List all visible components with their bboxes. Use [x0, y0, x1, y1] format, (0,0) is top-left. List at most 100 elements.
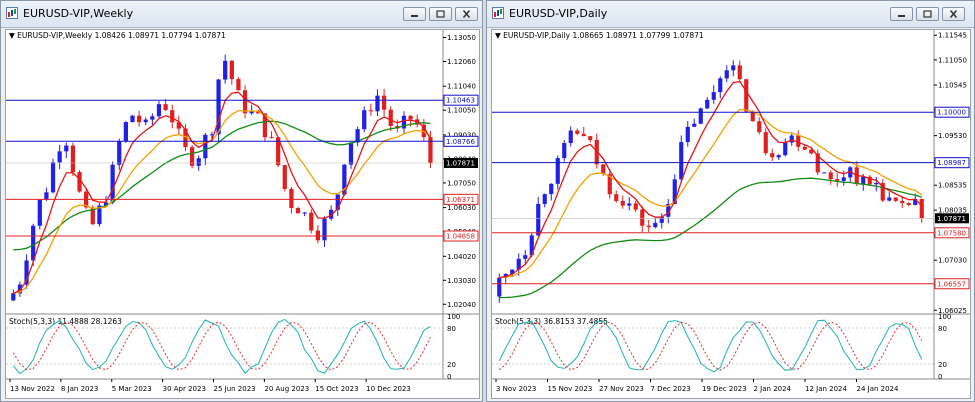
candle-body	[143, 119, 148, 123]
close-button[interactable]	[455, 7, 478, 21]
level-tag	[934, 106, 970, 118]
candle-body	[744, 79, 749, 112]
price-tick-label: 1.09030	[447, 131, 476, 139]
candle-body	[679, 142, 684, 180]
ma-slow-line	[499, 177, 922, 299]
candle-body	[861, 176, 866, 185]
price-tick-label: 1.09530	[938, 132, 967, 140]
candle-body	[242, 90, 248, 114]
price-tick-label: 1.10050	[447, 107, 476, 115]
candle-body	[236, 79, 241, 91]
date-tick-label: 25 Jun 2023	[214, 385, 256, 393]
date-tick-label: 8 Jan 2023	[61, 385, 99, 393]
price-tick-label: 1.08535	[938, 182, 967, 190]
candle-body	[581, 133, 586, 137]
candle-body	[57, 151, 62, 163]
candle-body	[37, 199, 42, 226]
candle-body	[575, 130, 580, 134]
candle-body	[355, 129, 360, 143]
level-label: 1.07580	[937, 229, 966, 237]
minimize-button[interactable]	[403, 7, 426, 21]
price-tick-label: 1.11545	[938, 32, 967, 40]
restore-button[interactable]	[429, 7, 452, 21]
candle-body	[44, 192, 49, 200]
price-tick-label: 1.11040	[447, 83, 476, 91]
candle-body	[588, 136, 593, 140]
weekly-title-bar[interactable]: EURUSD-VIP,Weekly	[1, 1, 482, 28]
date-tick-label: 10 Dec 2023	[366, 385, 411, 393]
date-tick-label: 20 Aug 2023	[264, 385, 309, 393]
restore-button[interactable]	[916, 7, 939, 21]
candle-body	[77, 172, 82, 192]
candle-body	[555, 158, 560, 184]
candle-body	[789, 135, 794, 143]
date-tick-label: 30 Apr 2023	[163, 385, 206, 393]
candle-body	[110, 164, 115, 203]
candle-body	[822, 172, 827, 174]
stoch-d-line	[12, 321, 431, 371]
candle-body	[130, 115, 135, 123]
candle-body	[568, 130, 573, 144]
candle-body	[262, 113, 268, 138]
ma-fast-line	[13, 91, 431, 294]
daily-chart-window: EURUSD-VIP,Daily 1.11545 1.11050 1.10545 1.…	[486, 0, 975, 402]
candle-body	[594, 139, 599, 165]
candle-body	[601, 164, 606, 175]
candle-body	[874, 182, 879, 185]
osc-tick-label: 80	[938, 325, 947, 333]
minimize-icon	[898, 15, 905, 17]
price-tick-label: 1.10545	[938, 82, 967, 90]
candle-body	[900, 200, 905, 204]
candle-body	[887, 197, 892, 201]
candle-body	[919, 198, 924, 219]
candle-body	[223, 60, 228, 80]
level-tag	[443, 230, 479, 242]
level-label: 1.08766	[446, 138, 475, 146]
date-tick-label: 5 Mar 2023	[112, 385, 152, 393]
level-tag	[934, 278, 970, 290]
candle-body	[750, 111, 755, 122]
ma-slow-line	[13, 120, 431, 251]
daily-chart-area[interactable]: 1.115451.110501.105451.100501.095301.090…	[491, 29, 971, 399]
candle-body	[913, 198, 918, 205]
date-tick-label: 12 Jan 2024	[805, 385, 848, 393]
window-title: EURUSD-VIP,Weekly	[23, 7, 134, 20]
close-button[interactable]	[942, 7, 965, 21]
price-tick-label: 1.07050	[447, 179, 476, 187]
candle-body	[737, 65, 742, 80]
candle-body	[362, 110, 367, 130]
stoch-k-line	[12, 318, 431, 375]
stoch-d-line	[498, 321, 923, 371]
candle-body	[329, 209, 334, 219]
candle-body	[90, 207, 95, 225]
price-tick-label: 1.02040	[447, 301, 476, 309]
candle-body	[828, 172, 833, 180]
level-label: 1.06557	[937, 280, 966, 288]
candle-body	[302, 212, 307, 214]
candle-body	[342, 164, 347, 195]
minimize-button[interactable]	[890, 7, 913, 21]
level-tag	[934, 227, 970, 239]
candle-body	[867, 176, 872, 185]
candle-body	[24, 260, 29, 285]
candle-body	[388, 109, 393, 126]
daily-title-bar[interactable]: EURUSD-VIP,Daily	[487, 1, 974, 28]
chart-canvas[interactable]: 1.115451.110501.105451.100501.095301.090…	[492, 30, 970, 398]
weekly-chart-area[interactable]: 1.130501.120601.110401.100501.090301.080…	[5, 29, 480, 399]
chart-canvas[interactable]: 1.130501.120601.110401.100501.090301.080…	[6, 30, 479, 398]
level-label: 1.10000	[937, 109, 966, 117]
candle-body	[620, 200, 625, 206]
candle-body	[542, 194, 547, 204]
candle-body	[659, 216, 664, 223]
candle-body	[97, 205, 102, 225]
candle-body	[156, 104, 162, 117]
candle-body	[516, 258, 521, 270]
candle-body	[189, 147, 195, 166]
candle-body	[203, 134, 208, 159]
candle-body	[653, 222, 658, 228]
candle-body	[698, 108, 703, 124]
candle-body	[123, 122, 128, 142]
candle-body	[183, 128, 188, 148]
symbol-info: ▼ EURUSD-VIP,Weekly 1.08426 1.08971 1.07…	[9, 31, 226, 40]
candle-body	[757, 121, 762, 133]
